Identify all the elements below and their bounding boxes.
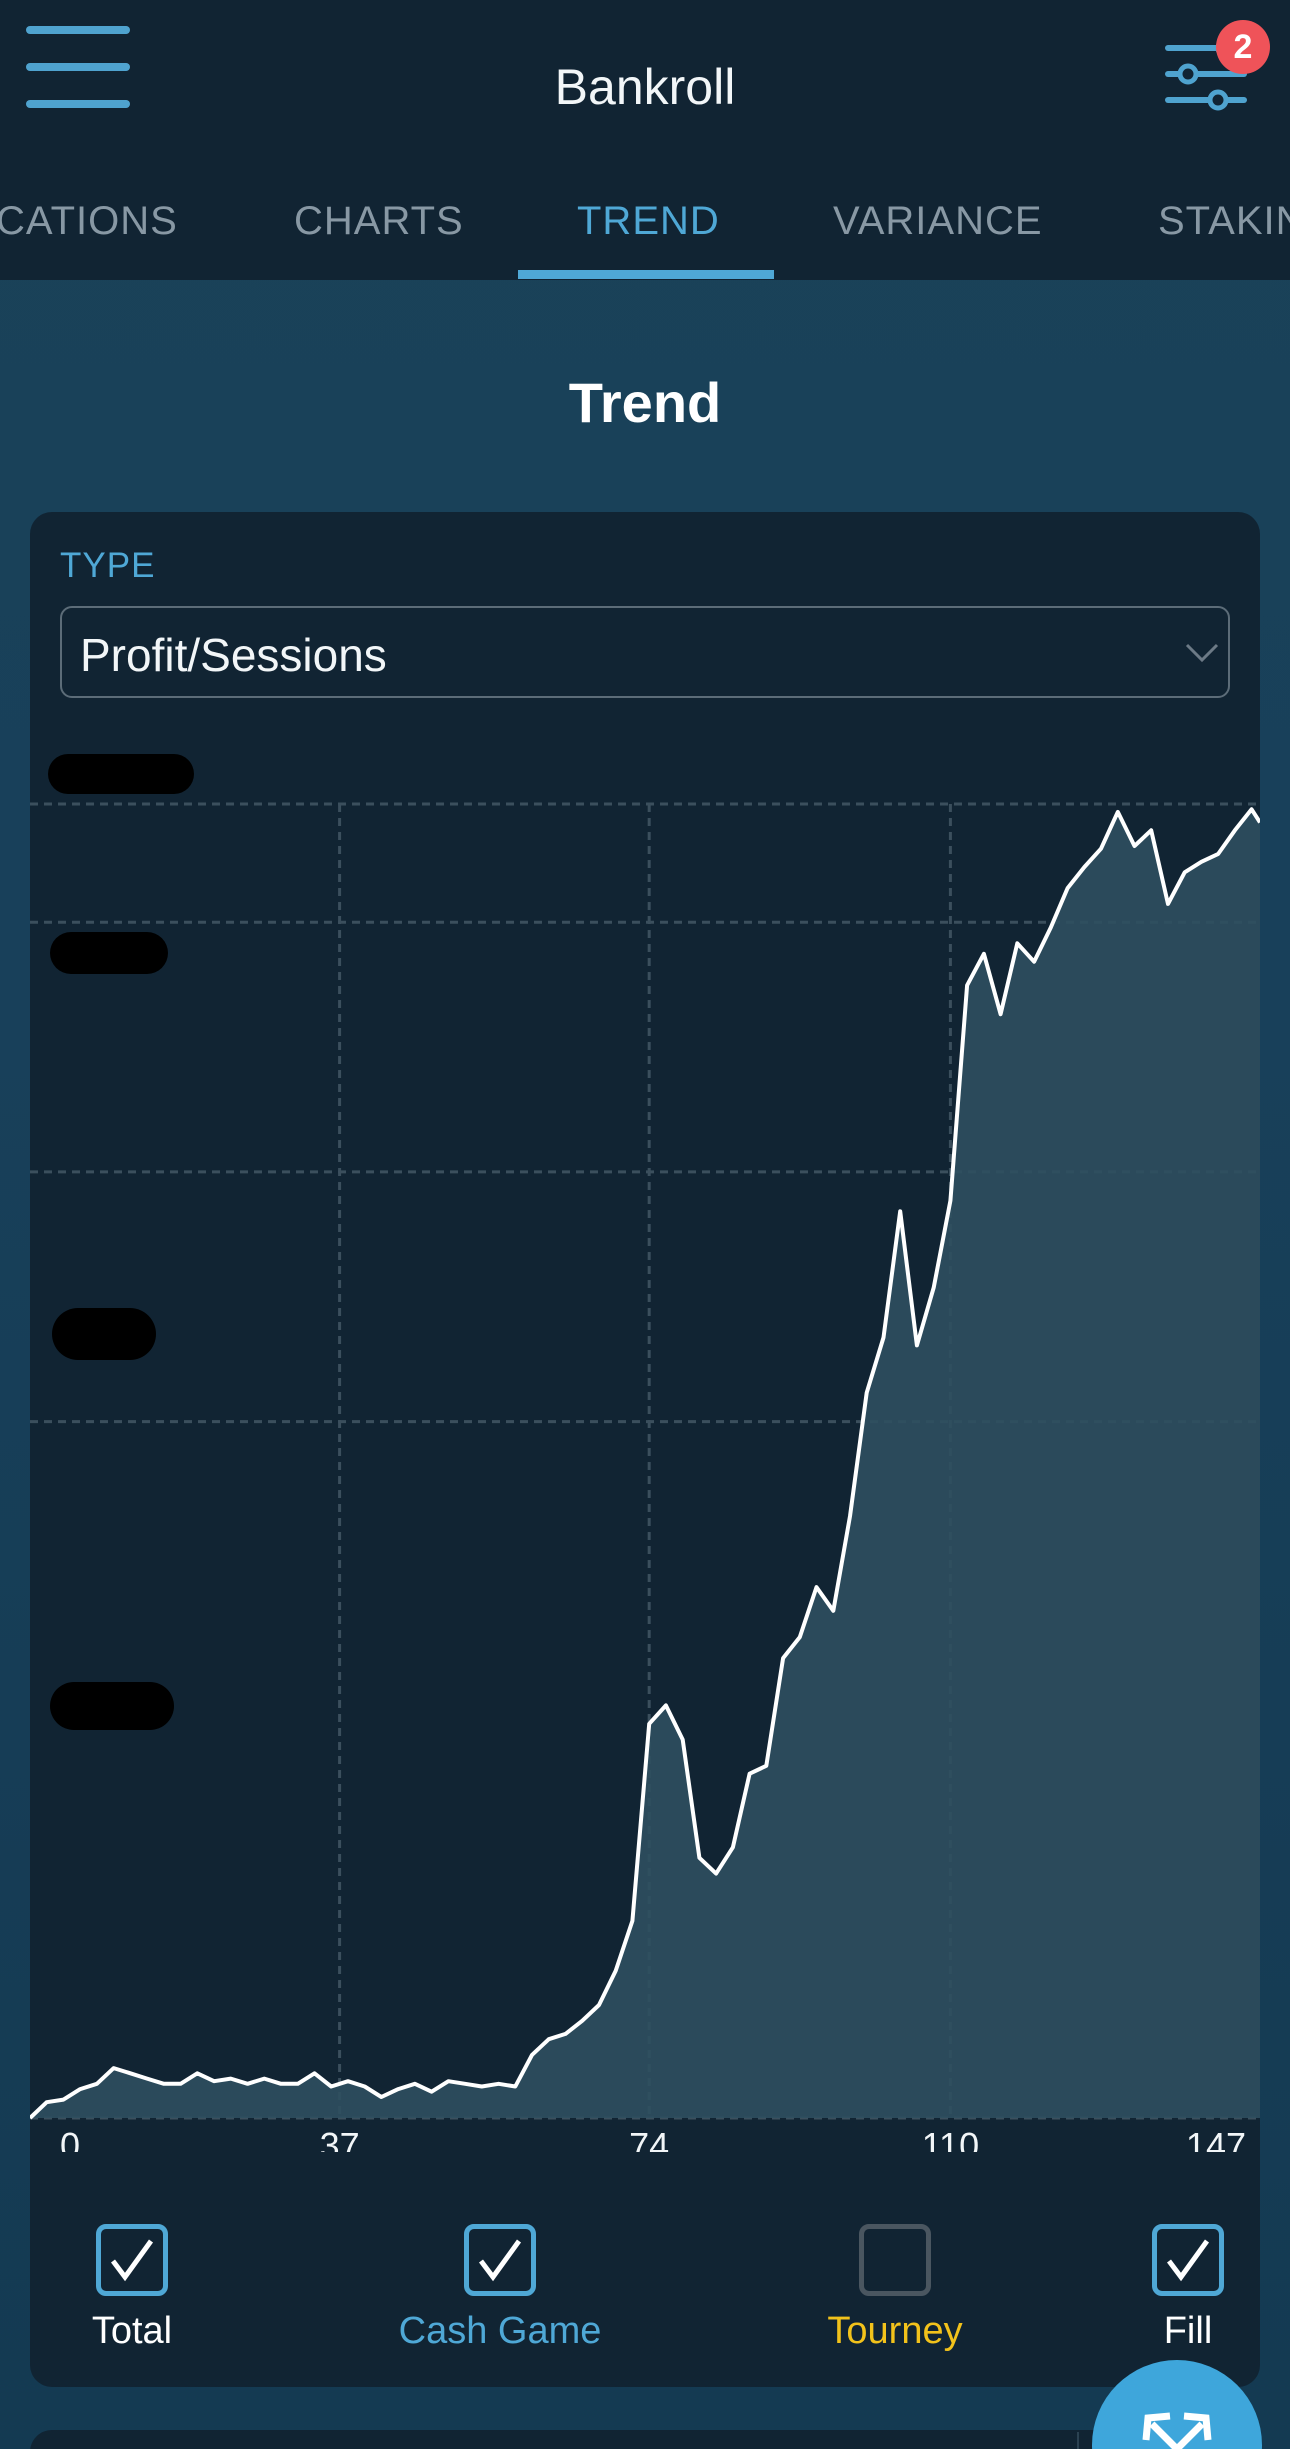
checkbox[interactable] — [859, 2224, 931, 2296]
redacted-y-label — [50, 932, 168, 974]
checkbox[interactable] — [464, 2224, 536, 2296]
app-header: Bankroll 2 CATIONS CHARTS TREND VARIANCE… — [0, 0, 1290, 280]
toggle-label: Tourney — [780, 2310, 1010, 2353]
tab-locations[interactable]: CATIONS — [0, 199, 178, 244]
toggle-label: Total — [58, 2310, 206, 2353]
hamburger-icon-bar — [26, 26, 130, 34]
series-area-fill — [30, 809, 1260, 2118]
toggle-tourney[interactable]: Tourney — [780, 2224, 1010, 2353]
filter-count-badge: 2 — [1216, 20, 1270, 74]
redacted-y-label — [52, 1308, 156, 1360]
app-title: Bankroll — [0, 58, 1290, 116]
checkmark-icon — [1163, 2237, 1213, 2283]
x-axis-tick-label: 74 — [629, 2125, 669, 2152]
x-axis-tick-label: 0 — [60, 2125, 80, 2152]
divider — [1077, 2432, 1079, 2449]
x-axis-tick-label: 37 — [320, 2125, 360, 2152]
x-axis-tick-label: 110 — [922, 2125, 979, 2152]
checkmark-icon — [107, 2237, 157, 2283]
toggle-fill[interactable]: Fill — [1138, 2224, 1238, 2353]
x-axis-tick-label: 147 — [1186, 2125, 1246, 2152]
tab-charts[interactable]: CHARTS — [294, 199, 464, 244]
checkbox[interactable] — [1152, 2224, 1224, 2296]
toggle-total[interactable]: Total — [58, 2224, 206, 2353]
redacted-y-label — [50, 1682, 174, 1730]
trend-chart: 0 37 74 110 147 — [30, 512, 1260, 2152]
tab-trend[interactable]: TREND — [577, 199, 720, 244]
filter-button[interactable]: 2 — [1160, 20, 1270, 120]
tab-staking[interactable]: STAKIN — [1158, 199, 1290, 244]
trend-card: TYPE Profit/Sessions 0 37 74 110 147 Total C… — [30, 512, 1260, 2387]
redacted-y-label — [48, 754, 194, 794]
checkbox[interactable] — [96, 2224, 168, 2296]
expand-arrows-icon — [1142, 2404, 1212, 2449]
toggle-label: Cash Game — [360, 2310, 640, 2353]
next-card — [30, 2430, 1260, 2449]
checkmark-icon — [475, 2237, 525, 2283]
toggle-label: Fill — [1138, 2310, 1238, 2353]
tab-variance[interactable]: VARIANCE — [833, 199, 1043, 244]
active-tab-indicator — [518, 270, 774, 279]
toggle-cash-game[interactable]: Cash Game — [360, 2224, 640, 2353]
tab-bar: CATIONS CHARTS TREND VARIANCE STAKIN — [0, 185, 1290, 280]
page-title: Trend — [0, 370, 1290, 435]
